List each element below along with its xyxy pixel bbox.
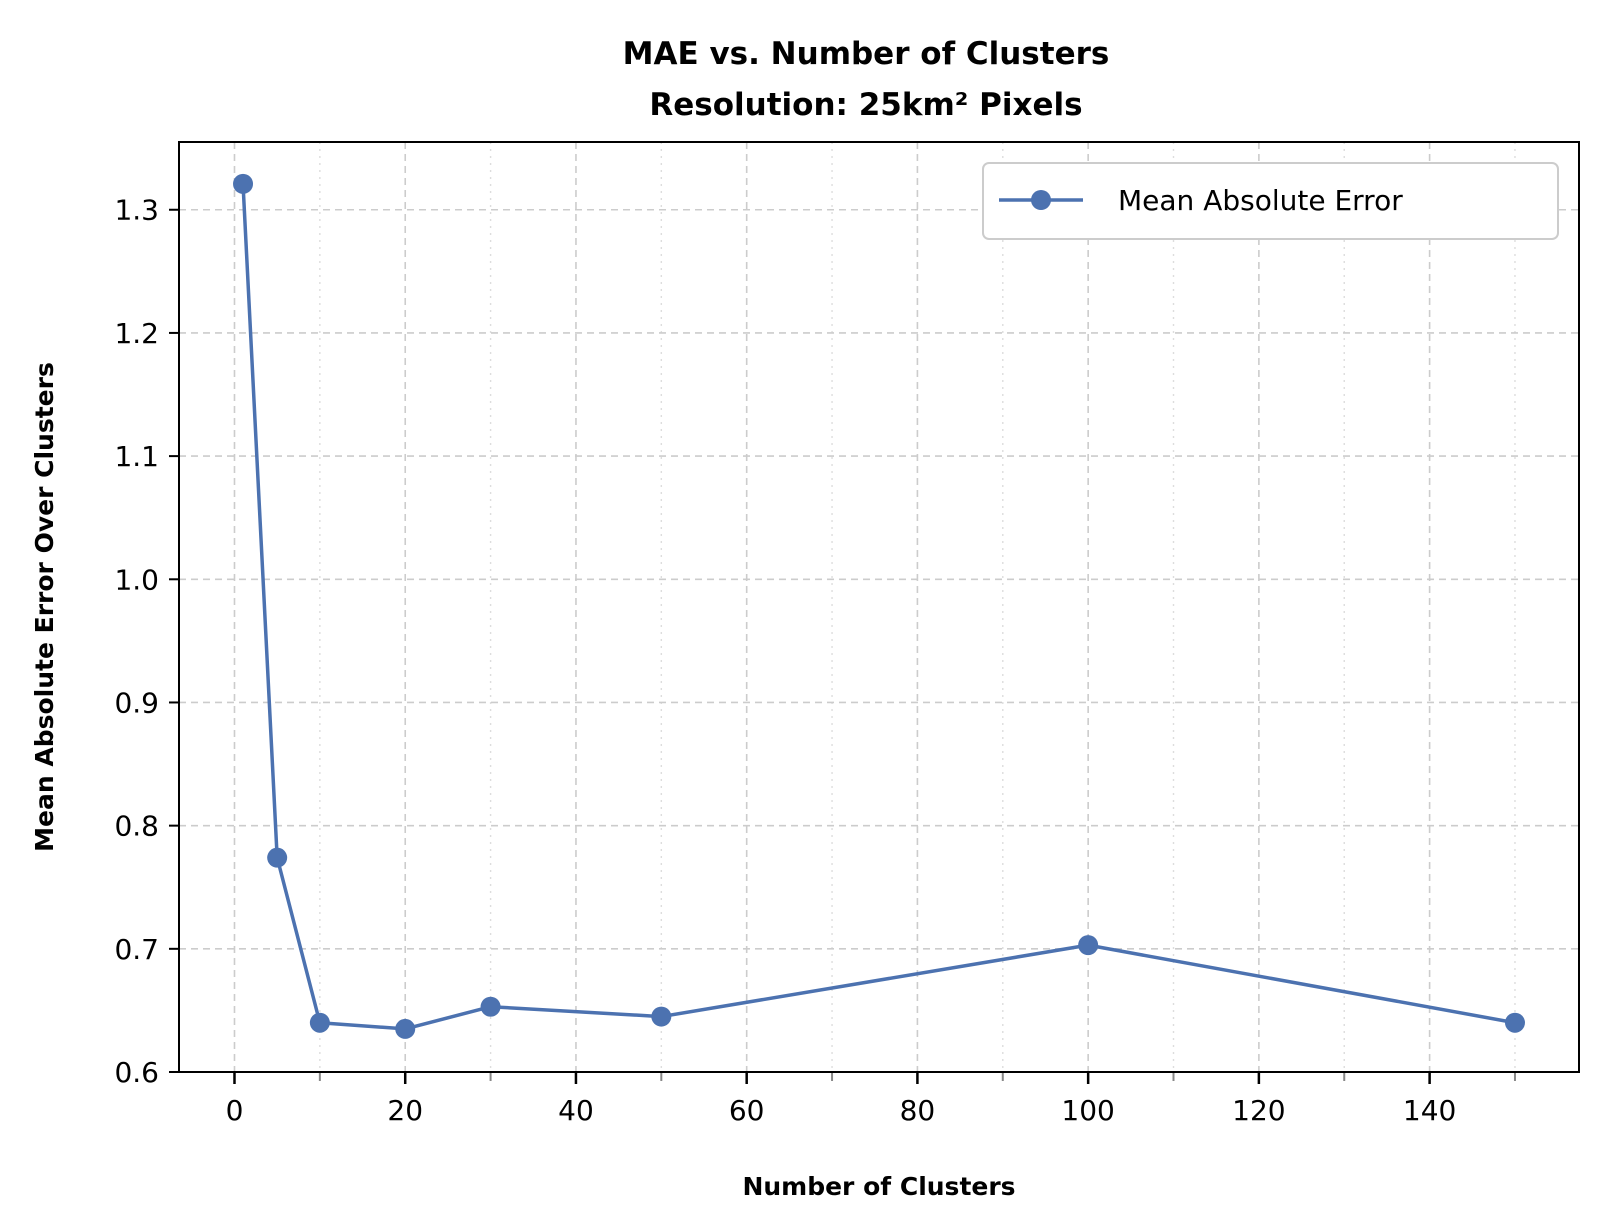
series-line [241,183,1516,1031]
x-tick-label: 0 [226,1094,244,1127]
data-point [267,847,288,868]
y-tick-label: 1.2 [114,317,159,350]
x-tick-label: 40 [558,1094,594,1127]
y-tick-label: 1.1 [114,440,159,473]
legend-marker [1031,190,1051,210]
x-tick-label: 60 [729,1094,765,1127]
x-tick-label: 120 [1232,1094,1285,1127]
y-tick-label: 0.6 [114,1056,159,1089]
y-tick-label: 0.7 [114,933,159,966]
data-point [1504,1012,1525,1033]
y-tick-label: 0.8 [114,810,159,843]
legend: Mean Absolute Error [982,162,1559,240]
y-tick-label: 1.0 [114,563,159,596]
y-tick-label: 1.3 [114,194,159,227]
x-tick-label: 20 [387,1094,423,1127]
data-point [480,996,501,1017]
data-point [1078,935,1099,956]
y-axis-label: Mean Absolute Error Over Clusters [30,362,59,852]
x-axis-label: Number of Clusters [742,1172,1015,1201]
legend-label: Mean Absolute Error [1118,184,1403,217]
data-point [651,1006,672,1027]
data-point [233,173,254,194]
plot-frame [178,141,1580,1073]
x-tick-label: 80 [900,1094,936,1127]
data-point [309,1012,330,1033]
x-tick-label: 140 [1403,1094,1456,1127]
data-point [395,1018,416,1039]
legend-box [982,162,1559,240]
x-tick-label: 100 [1061,1094,1114,1127]
y-tick-label: 0.9 [114,686,159,719]
chart-title: MAE vs. Number of Clusters [623,36,1110,72]
chart-subtitle: Resolution: 25km² Pixels [649,87,1082,123]
axis-ticks: 0 20 40 60 80 100 120 140 0.6 0.7 0.8 0.9 1.0 1.1 1.2 1… [114,194,1516,1127]
plot-series [233,173,1525,1039]
grid [179,142,1579,1073]
